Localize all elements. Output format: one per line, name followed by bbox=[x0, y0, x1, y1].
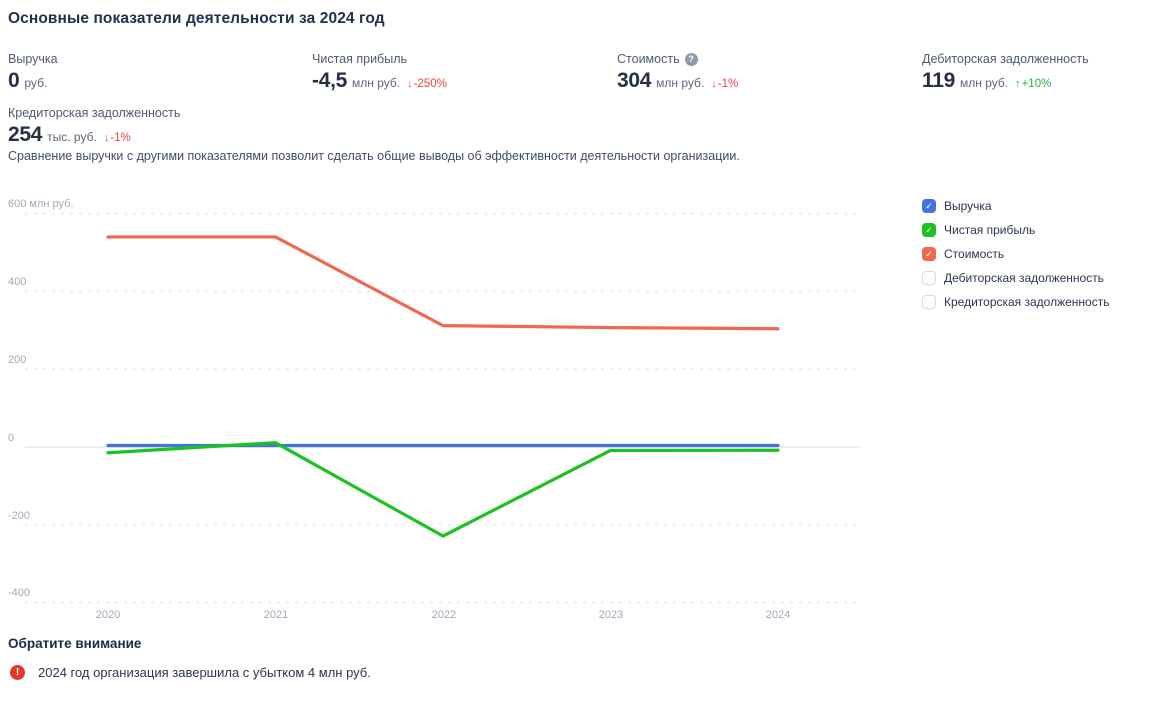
kpi-label: Дебиторская задолженность bbox=[922, 52, 1089, 66]
kpi-delta: ↓-250% bbox=[407, 78, 447, 90]
y-axis-tick: 400 bbox=[8, 276, 27, 288]
x-axis-tick: 2021 bbox=[263, 609, 289, 621]
kpi-delta-value: -250% bbox=[413, 78, 447, 90]
kpi-unit: тыс. руб. bbox=[47, 130, 97, 144]
kpi-delta-value: -1% bbox=[110, 132, 131, 144]
kpi-label: Кредиторская задолженность bbox=[8, 106, 181, 120]
arrow-down-icon: ↓ bbox=[103, 132, 110, 144]
x-axis-tick: 2020 bbox=[95, 609, 121, 621]
x-axis-tick: 2023 bbox=[598, 609, 624, 621]
kpi-delta-value: -1% bbox=[717, 78, 739, 90]
kpi-revenue: Выручка 0 руб. bbox=[8, 52, 312, 93]
kpi-label: Стоимость bbox=[617, 52, 680, 66]
legend-item-receivables[interactable]: Дебиторская задолженность bbox=[922, 271, 1109, 285]
line-chart: 600 млн руб. 400 200 0 -200 -400 2020 20… bbox=[0, 190, 1162, 640]
x-axis-tick: 2022 bbox=[431, 609, 457, 621]
arrow-up-icon: ↑ bbox=[1015, 78, 1021, 90]
warning-icon: ! bbox=[10, 665, 25, 680]
kpi-value: -4,5 bbox=[312, 69, 347, 92]
kpi-unit: млн руб. bbox=[959, 76, 1009, 90]
notice-heading: Обратите внимание bbox=[8, 636, 142, 651]
kpi-receivables: Дебиторская задолженность 119 млн руб. ↑… bbox=[922, 52, 1158, 93]
kpi-value: 0 bbox=[8, 69, 20, 92]
chart-description: Сравнение выручки с другими показателями… bbox=[8, 149, 740, 163]
chart-legend: ✓ Выручка ✓ Чистая прибыль ✓ Стоимость Д… bbox=[922, 199, 1109, 309]
checkbox-checked-icon[interactable]: ✓ bbox=[922, 223, 936, 237]
notice-text: 2024 год организация завершила с убытком… bbox=[38, 665, 371, 680]
kpi-delta-value: +10% bbox=[1021, 78, 1052, 90]
x-axis-tick: 2024 bbox=[765, 609, 791, 621]
chart-svg bbox=[25, 212, 860, 604]
legend-item-value[interactable]: ✓ Стоимость bbox=[922, 247, 1109, 261]
legend-label: Дебиторская задолженность bbox=[944, 271, 1104, 285]
kpi-value: 119 bbox=[922, 69, 955, 92]
kpi-label: Выручка bbox=[8, 52, 58, 66]
y-axis-tick: 600 млн руб. bbox=[8, 198, 74, 210]
y-axis-tick: -400 bbox=[8, 587, 31, 599]
checkbox-checked-icon[interactable]: ✓ bbox=[922, 199, 936, 213]
checkbox-unchecked-icon[interactable] bbox=[922, 271, 936, 285]
kpi-value: 304 bbox=[617, 69, 652, 92]
kpi-value-of-company: Стоимость? 304 млн руб. ↓-1% bbox=[617, 52, 922, 93]
y-axis-tick: 0 bbox=[8, 432, 15, 444]
kpi-unit: млн руб. bbox=[352, 76, 401, 90]
arrow-down-icon: ↓ bbox=[407, 78, 413, 90]
checkbox-unchecked-icon[interactable] bbox=[922, 295, 936, 309]
legend-item-payables[interactable]: Кредиторская задолженность bbox=[922, 295, 1109, 309]
legend-item-net-profit[interactable]: ✓ Чистая прибыль bbox=[922, 223, 1109, 237]
series-line bbox=[106, 441, 780, 538]
series-line bbox=[106, 235, 780, 331]
info-icon[interactable]: ? bbox=[684, 52, 698, 66]
kpi-payables: Кредиторская задолженность 254 тыс. руб.… bbox=[8, 106, 312, 147]
kpi-delta: ↑+10% bbox=[1015, 78, 1051, 90]
legend-label: Стоимость bbox=[944, 247, 1005, 261]
legend-label: Кредиторская задолженность bbox=[944, 295, 1110, 309]
kpi-delta: ↓-1% bbox=[104, 132, 131, 144]
kpi-grid: Выручка 0 руб. Чистая прибыль -4,5 млн р… bbox=[8, 52, 1158, 147]
kpi-label: Чистая прибыль bbox=[312, 52, 407, 66]
kpi-unit: млн руб. bbox=[656, 76, 705, 90]
y-axis-tick: -200 bbox=[8, 510, 31, 522]
kpi-value: 254 bbox=[8, 123, 43, 146]
notice-item: ! 2024 год организация завершила с убытк… bbox=[10, 665, 371, 680]
checkbox-checked-icon[interactable]: ✓ bbox=[922, 247, 936, 261]
legend-item-revenue[interactable]: ✓ Выручка bbox=[922, 199, 1109, 213]
arrow-down-icon: ↓ bbox=[711, 78, 717, 90]
kpi-unit: руб. bbox=[24, 76, 48, 90]
y-axis-tick: 200 bbox=[8, 354, 27, 366]
legend-label: Чистая прибыль bbox=[944, 223, 1036, 237]
legend-label: Выручка bbox=[944, 199, 992, 213]
page-title: Основные показатели деятельности за 2024… bbox=[8, 10, 385, 27]
kpi-net-profit: Чистая прибыль -4,5 млн руб. ↓-250% bbox=[312, 52, 617, 93]
kpi-delta: ↓-1% bbox=[711, 78, 738, 90]
